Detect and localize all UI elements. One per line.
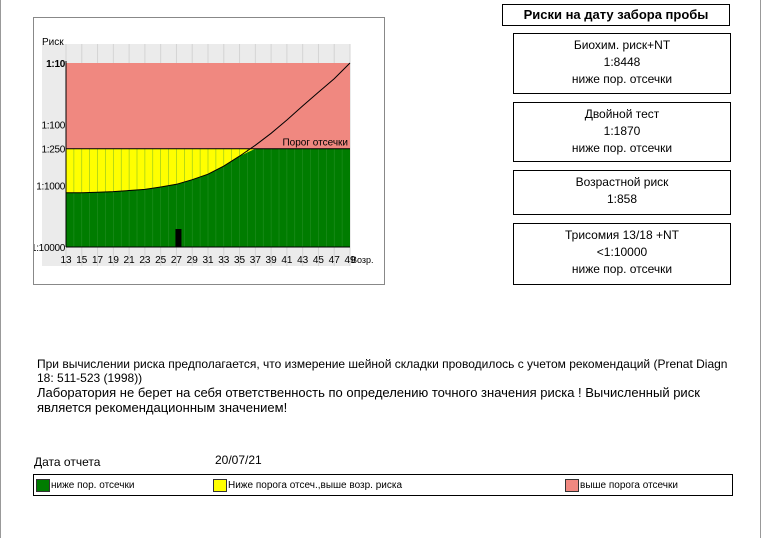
x-tick-label: 19 (108, 255, 120, 266)
methodology-note: При вычислении риска предполагается, что… (37, 357, 742, 385)
x-tick-label: 21 (124, 255, 136, 266)
zone-above-cutoff (66, 63, 350, 149)
x-tick-label: 23 (139, 255, 151, 266)
y-tick-label: 1:1000 (36, 182, 66, 193)
x-tick-label: 45 (313, 255, 325, 266)
risk-box-biochem: Биохим. риск+NT 1:8448 ниже пор. отсечки (513, 33, 731, 94)
legend-item-yellow: Ниже порога отсеч.,выше возр. риска (213, 479, 402, 492)
report-date-label: Дата отчета (34, 455, 101, 469)
risk-box-name: Биохим. риск+NT (573, 38, 671, 52)
risk-box-double-test: Двойной тест 1:1870 ниже пор. отсечки (513, 102, 731, 162)
risk-box-name: Двойной тест (584, 107, 660, 121)
x-tick-label: 31 (202, 255, 214, 266)
risk-box-value: <1:10000 (596, 245, 648, 259)
risk-box-name: Трисомия 13/18 +NT (565, 228, 679, 242)
risk-box-trisomy: Трисомия 13/18 +NT <1:10000 ниже пор. от… (513, 223, 731, 285)
x-tick-label: 37 (250, 255, 262, 266)
y-axis-label: Риск (42, 37, 64, 48)
legend-label: ниже пор. отсечки (51, 480, 135, 491)
x-tick-label: 39 (266, 255, 278, 266)
risk-box-value: 1:1870 (603, 124, 641, 138)
methodology-note-line2: 18: 511-523 (1998)) (37, 371, 143, 385)
methodology-note-line1: При вычислении риска предполагается, что… (37, 357, 728, 371)
x-tick-label: 27 (171, 255, 183, 266)
disclaimer-line1: Лаборатория не берет на себя ответственн… (37, 385, 700, 400)
risk-box-status: ниже пор. отсечки (571, 141, 673, 155)
page-left-border (0, 0, 1, 538)
risk-chart-svg: Порог отсечки Риск 1:10 1:100 1:250 1:1000 1:1… (34, 37, 374, 266)
risk-panel-title: Риски на дату забора пробы (502, 4, 730, 26)
y-tick-label: 1:250 (41, 145, 65, 156)
color-legend: ниже пор. отсечки Ниже порога отсеч.,выш… (33, 474, 733, 496)
legend-label: выше порога отсечки (580, 480, 678, 491)
age-risk-curve (66, 62, 351, 194)
x-tick-label: 33 (218, 255, 230, 266)
legend-label: Ниже порога отсеч.,выше возр. риска (228, 480, 403, 491)
y-tick-label: 1:10000 (34, 243, 66, 254)
x-tick-label: 15 (76, 255, 88, 266)
legend-item-red: выше порога отсечки (565, 479, 678, 492)
x-tick-label: 47 (329, 255, 341, 266)
legend-swatch-red (565, 479, 579, 492)
x-tick-label: 13 (60, 255, 72, 266)
legend-item-green: ниже пор. отсечки (36, 479, 134, 492)
x-tick-label: 25 (155, 255, 167, 266)
risk-box-name: Возрастной риск (575, 175, 669, 189)
x-tick-label: 29 (187, 255, 199, 266)
x-tick-label: 17 (92, 255, 104, 266)
risk-chart: Порог отсечки Риск 1:10 1:100 1:250 1:1000 1:1… (33, 17, 385, 285)
x-tick-label: 41 (281, 255, 293, 266)
risk-box-status: ниже пор. отсечки (571, 262, 673, 276)
x-tick-label: 35 (234, 255, 246, 266)
x-tick-label: 49 (344, 255, 356, 266)
risk-box-value: 1:8448 (603, 55, 641, 69)
y-tick-label: 1:100 (41, 120, 65, 131)
risk-box-status: ниже пор. отсечки (571, 72, 673, 86)
patient-age-marker (175, 229, 182, 247)
risk-box-age: Возрастной риск 1:858 (513, 170, 731, 215)
report-date-value: 20/07/21 (215, 453, 262, 467)
x-axis-label: Возр. (351, 255, 374, 265)
legend-swatch-yellow (213, 479, 227, 492)
y-tick-label: 1:10 (46, 59, 66, 70)
legend-swatch-green (36, 479, 50, 492)
page-right-border (760, 0, 761, 538)
risk-box-value: 1:858 (606, 192, 638, 206)
x-tick-label: 43 (297, 255, 309, 266)
cutoff-label: Порог отсечки (282, 138, 348, 149)
disclaimer-line2: является рекомендационным значением! (37, 400, 288, 415)
disclaimer-note: Лаборатория не берет на себя ответственн… (37, 385, 742, 415)
